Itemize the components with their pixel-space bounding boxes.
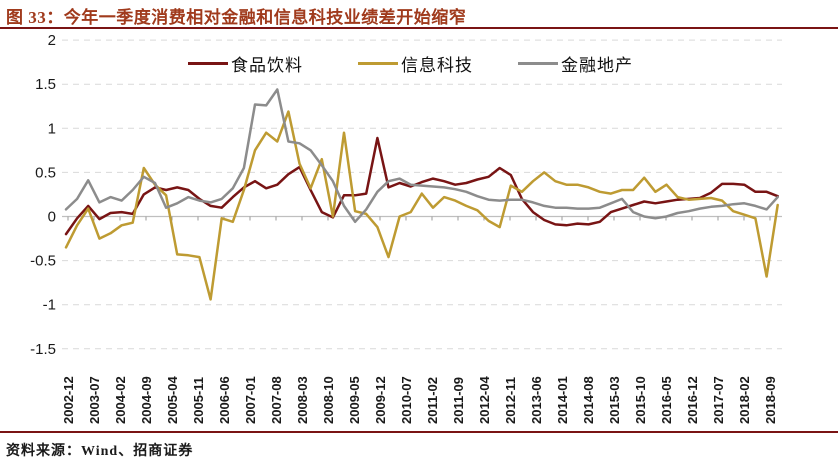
x-axis-tick-label: 2007-01 (243, 376, 258, 424)
x-axis-tick-label: 2003-07 (87, 376, 102, 424)
title-divider (0, 27, 838, 29)
y-axis-tick-label: -1 (43, 297, 56, 314)
x-axis-tick-label: 2016-05 (659, 376, 674, 424)
food-beverage-line (64, 136, 779, 236)
x-axis-tick-label: 2008-03 (295, 376, 310, 424)
legend-item-info-tech: 信息科技 (358, 52, 473, 75)
info-tech-line-swatch (358, 61, 398, 65)
x-axis-tick-label: 2008-10 (321, 376, 336, 424)
x-axis-tick-label: 2011-09 (451, 377, 466, 424)
x-axis-tick-label: 2004-02 (113, 376, 128, 424)
x-axis-tick-label: 2009-05 (347, 376, 362, 424)
info-tech-line (64, 110, 779, 301)
y-axis-tick-label: 0 (48, 209, 56, 226)
x-axis-tick-label: 2013-06 (529, 376, 544, 424)
x-axis-tick-label: 2009-12 (373, 376, 388, 424)
legend-item-financial-realestate: 金融地产 (518, 52, 633, 75)
x-axis-tick-label: 2005-04 (165, 376, 180, 424)
footer-divider (0, 431, 838, 433)
page-title: 图 33：今年一季度消费相对金融和信息科技业绩差开始缩窄 (6, 8, 467, 27)
x-axis-tick-label: 2006-06 (217, 376, 232, 424)
x-axis-tick-label: 2010-07 (399, 376, 414, 424)
y-axis-tick-label: 1 (48, 120, 56, 137)
x-axis-tick-label: 2012-11 (503, 377, 518, 424)
legend-label: 食品饮料 (231, 55, 303, 75)
x-axis-tick-label: 2016-12 (685, 376, 700, 424)
x-axis-tick-label: 2012-04 (477, 376, 492, 424)
x-axis-tick-label: 2018-09 (763, 376, 778, 424)
x-axis-tick-label: 2017-07 (711, 376, 726, 424)
x-axis-tick-label: 2018-02 (737, 376, 752, 424)
legend-item-food-beverage: 食品饮料 (188, 52, 303, 75)
x-axis-tick-label: 2015-03 (607, 376, 622, 424)
x-axis-tick-label: 2002-12 (61, 376, 76, 424)
legend-label: 信息科技 (401, 55, 473, 75)
legend-label: 金融地产 (561, 55, 633, 75)
chart-legend: 食品饮料 信息科技 金融地产 (0, 52, 838, 75)
y-axis-tick-label: 1.5 (35, 76, 56, 93)
x-axis-tick-label: 2015-10 (633, 376, 648, 424)
x-axis-tick-label: 2004-09 (139, 376, 154, 424)
x-axis-tick-label: 2014-08 (581, 376, 596, 424)
x-axis-tick-label: 2005-11 (191, 377, 206, 424)
x-axis-tick-label: 2014-01 (555, 376, 570, 424)
y-axis-tick-label: -0.5 (30, 253, 56, 270)
y-axis-tick-label: -1.5 (30, 341, 56, 358)
source-note: 资料来源：Wind、招商证券 (6, 444, 194, 459)
x-axis-tick-label: 2007-08 (269, 376, 284, 424)
food-beverage-line-swatch (188, 61, 228, 65)
y-axis-tick-label: 2 (48, 32, 56, 49)
y-axis-tick-label: 0.5 (35, 164, 56, 181)
financial-realestate-line-swatch (518, 61, 558, 65)
x-axis-tick-label: 2011-02 (425, 377, 440, 424)
financial-realestate-line (64, 88, 779, 224)
